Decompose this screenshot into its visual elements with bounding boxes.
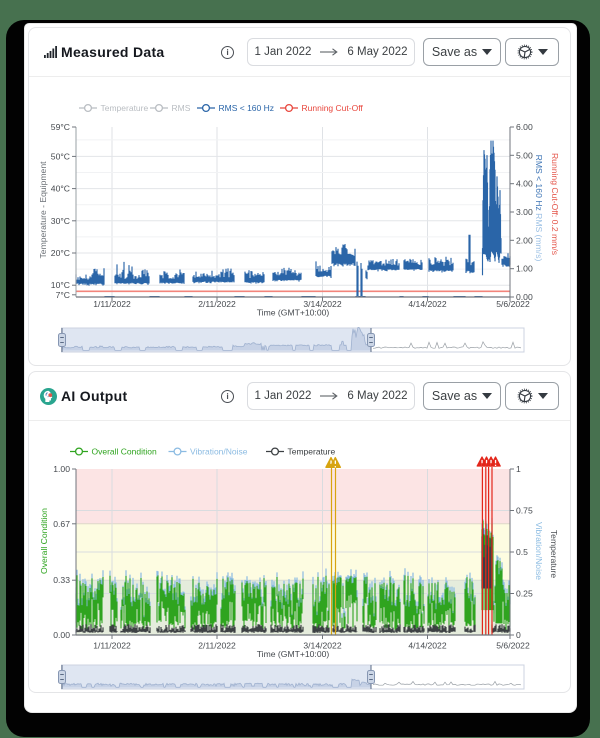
svg-text:5.00: 5.00 <box>516 150 533 160</box>
svg-text:Vibration/Noise: Vibration/Noise <box>534 522 544 580</box>
svg-text:Temperature: Temperature <box>549 530 559 578</box>
svg-text:0.00: 0.00 <box>516 292 533 302</box>
svg-text:0.33: 0.33 <box>53 575 70 585</box>
svg-text:40°C: 40°C <box>51 184 70 194</box>
svg-text:20°C: 20°C <box>51 248 70 258</box>
svg-text:10°C: 10°C <box>51 280 70 290</box>
svg-text:Overall Condition: Overall Condition <box>39 508 49 574</box>
svg-text:Time (GMT+10:00): Time (GMT+10:00) <box>257 308 330 318</box>
svg-text:0.25: 0.25 <box>516 589 533 599</box>
svg-text:7°C: 7°C <box>56 290 70 300</box>
svg-text:Time (GMT+10:00): Time (GMT+10:00) <box>257 649 330 659</box>
svg-text:0.5: 0.5 <box>516 547 528 557</box>
svg-text:Vibration/Noise: Vibration/Noise <box>190 447 248 457</box>
svg-text:4.00: 4.00 <box>516 179 533 189</box>
svg-text:5/6/2022: 5/6/2022 <box>496 641 530 651</box>
svg-text:3/14/2022: 3/14/2022 <box>303 641 341 651</box>
svg-text:6.00: 6.00 <box>516 122 533 132</box>
svg-text:3.00: 3.00 <box>516 207 533 217</box>
svg-text:59°C: 59°C <box>51 122 70 132</box>
svg-text:50°C: 50°C <box>51 151 70 161</box>
svg-text:1: 1 <box>516 464 521 474</box>
svg-text:Overall Condition: Overall Condition <box>92 447 157 457</box>
svg-text:1/11/2022: 1/11/2022 <box>93 299 131 309</box>
svg-text:30°C: 30°C <box>51 216 70 226</box>
svg-text:2.00: 2.00 <box>516 235 533 245</box>
svg-text:3/14/2022: 3/14/2022 <box>303 299 341 309</box>
svg-text:0.67: 0.67 <box>53 519 70 529</box>
svg-text:RMS < 160 Hz: RMS < 160 Hz <box>219 103 275 113</box>
svg-text:Running Cut-Off: Running Cut-Off <box>302 103 364 113</box>
svg-text:RMS: RMS <box>172 103 191 113</box>
svg-text:4/14/2022: 4/14/2022 <box>408 641 446 651</box>
svg-text:2/11/2022: 2/11/2022 <box>198 299 236 309</box>
svg-text:1.00: 1.00 <box>516 264 533 274</box>
svg-text:4/14/2022: 4/14/2022 <box>408 299 446 309</box>
svg-text:0.00: 0.00 <box>53 630 70 640</box>
svg-text:Temperature: Temperature <box>101 103 149 113</box>
svg-text:5/6/2022: 5/6/2022 <box>496 299 530 309</box>
svg-text:Running Cut-Off: 0.2 mm/s: Running Cut-Off: 0.2 mm/s <box>550 153 560 255</box>
svg-text:RMS < 160 Hz RMS (mm/s): RMS < 160 Hz RMS (mm/s) <box>534 155 544 262</box>
svg-text:1/11/2022: 1/11/2022 <box>93 641 131 651</box>
svg-text:Temperature: Temperature <box>288 447 336 457</box>
svg-text:0.75: 0.75 <box>516 506 533 516</box>
svg-text:0: 0 <box>516 630 521 640</box>
svg-text:1.00: 1.00 <box>53 464 70 474</box>
svg-text:2/11/2022: 2/11/2022 <box>198 641 236 651</box>
svg-text:Temperature - Equipment: Temperature - Equipment <box>38 161 48 259</box>
